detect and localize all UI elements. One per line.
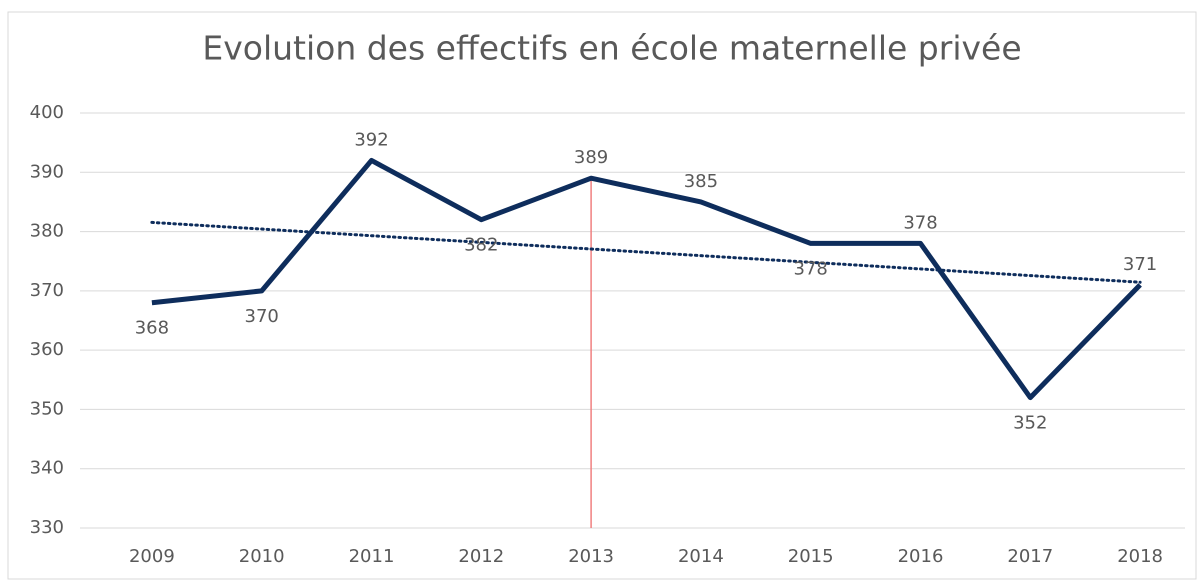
y-tick-label: 370: [30, 280, 64, 301]
y-tick-label: 340: [30, 458, 64, 479]
y-tick-label: 350: [30, 398, 64, 419]
x-tick-label: 2017: [1007, 546, 1053, 567]
x-tick-label: 2014: [678, 546, 724, 567]
y-tick-label: 360: [30, 339, 64, 360]
chart-title: Evolution des effectifs en école materne…: [202, 29, 1021, 68]
data-label: 352: [1013, 413, 1047, 434]
x-tick-label: 2009: [129, 546, 175, 567]
y-tick-label: 330: [30, 517, 64, 538]
data-label: 392: [354, 129, 388, 150]
data-label: 370: [245, 306, 279, 327]
data-label: 382: [464, 235, 498, 256]
data-label: 385: [684, 171, 718, 192]
trendline: [150, 220, 1142, 284]
data-label: 378: [794, 258, 828, 279]
x-tick-label: 2013: [568, 546, 614, 567]
data-label: 378: [903, 212, 937, 233]
y-tick-label: 380: [30, 221, 64, 242]
y-tick-label: 390: [30, 161, 64, 182]
x-tick-label: 2011: [349, 546, 395, 567]
x-tick-label: 2018: [1117, 546, 1163, 567]
x-tick-label: 2015: [788, 546, 834, 567]
x-tick-label: 2012: [458, 546, 504, 567]
x-tick-label: 2016: [898, 546, 944, 567]
x-tick-label: 2010: [239, 546, 285, 567]
chart-frame: [7, 11, 1197, 580]
series-line: [151, 157, 1142, 401]
data-label: 368: [135, 318, 169, 339]
data-label: 389: [574, 147, 608, 168]
y-tick-label: 400: [30, 102, 64, 123]
data-label: 371: [1123, 254, 1157, 275]
